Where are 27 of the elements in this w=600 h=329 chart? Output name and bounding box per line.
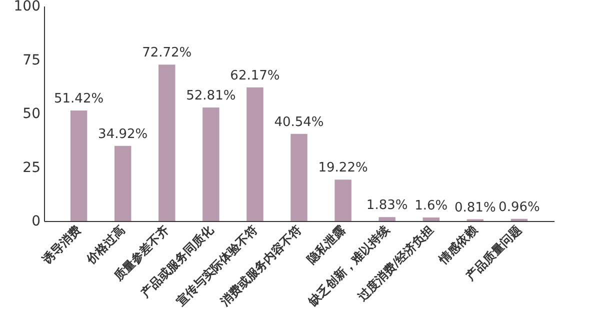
x-tick-label: 诱导消费 (39, 222, 84, 268)
data-label: 1.6% (414, 198, 448, 214)
bar (114, 146, 132, 221)
y-tick-label: 100 (14, 0, 40, 14)
bar (158, 64, 176, 221)
x-tick-label: 隐私泄露 (304, 222, 348, 266)
bar (378, 217, 396, 221)
y-tick-label: 25 (22, 160, 40, 176)
data-label: 52.81% (186, 88, 236, 104)
data-label: 1.83% (366, 198, 408, 214)
data-label: 0.81% (454, 200, 496, 216)
bar (246, 87, 264, 221)
bar (70, 110, 88, 221)
data-label: 62.17% (230, 68, 280, 84)
data-label: 0.96% (498, 200, 540, 215)
bar (290, 134, 308, 221)
bar (202, 107, 220, 221)
data-label: 34.92% (98, 126, 148, 142)
bar (422, 218, 440, 221)
y-tick-label: 50 (22, 106, 40, 122)
data-label: 40.54% (274, 114, 324, 130)
data-label: 72.72% (142, 46, 192, 61)
data-label: 19.22% (318, 160, 368, 176)
y-tick-label: 0 (32, 214, 40, 230)
y-tick-label: 75 (22, 52, 40, 68)
data-label: 51.42% (54, 91, 104, 106)
bar (334, 180, 352, 221)
